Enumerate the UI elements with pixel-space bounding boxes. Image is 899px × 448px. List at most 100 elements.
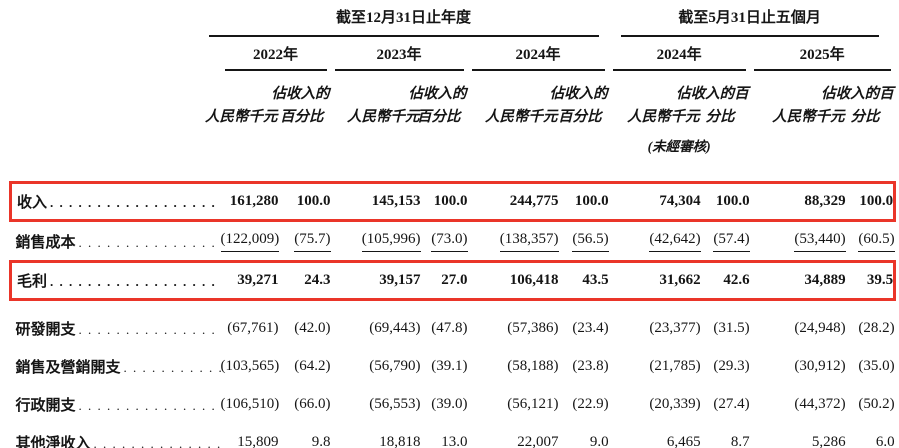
row-other-net-income: 其他淨收入. . . . . . . . . . . . . . . . . .… <box>11 423 895 448</box>
value-cell: 39.5 <box>845 260 897 301</box>
year-header-2022: 2022年 <box>224 46 327 71</box>
value-cell: 42.6 <box>700 260 750 301</box>
dot-leader: . . . . . . . . . . . . . . . . . . . . … <box>78 321 221 337</box>
value-cell: (60.5) <box>846 221 895 262</box>
year-header-2024: 2024年 <box>471 46 605 71</box>
value-cell: (31.5) <box>713 319 750 336</box>
subheader-rmb-2024-5m: 人民幣千元 <box>627 109 700 125</box>
value-cell: 18,818 <box>379 433 421 448</box>
dot-leader: . . . . . . . . . . . . . . . . . . . . … <box>78 234 221 250</box>
subheader-pct-2022: 佔收入的 百分比 <box>271 86 330 125</box>
value-cell: (39.1) <box>431 357 468 374</box>
column-group-annual: 截至12月31日止年度 <box>208 2 609 37</box>
value-cell: 13.0 <box>441 433 468 448</box>
year-header-2025-5m: 2025年 <box>753 46 891 71</box>
empty-cell <box>11 37 221 71</box>
value-cell: 6,465 <box>666 433 701 448</box>
value-cell: 100.0 <box>845 181 897 222</box>
subheader-pct-2024-5m: 佔收入的百 分比 <box>676 86 749 125</box>
value-cell: 106,418 <box>467 260 559 301</box>
value-cell: 100.0 <box>278 181 331 222</box>
empty-cell <box>11 129 609 155</box>
year-header-2024-5m: 2024年 <box>612 46 746 71</box>
dot-leader: . . . . . . . . . . . . . . . . . . . . … <box>123 359 221 375</box>
value-cell: (44,372) <box>794 395 846 412</box>
value-cell: (47.8) <box>431 319 468 336</box>
value-cell: (23.4) <box>572 319 609 336</box>
row-label: 銷售及營銷開支 <box>15 359 121 376</box>
value-cell: (20,339) <box>649 395 701 412</box>
row-gross-profit: 毛利. . . . . . . . . . . . . . . . . . . … <box>9 260 897 301</box>
value-cell: 88,329 <box>749 181 846 222</box>
value-cell: (56.5) <box>559 221 609 262</box>
value-cell: (73.0) <box>421 221 468 262</box>
value-cell: (23.8) <box>572 357 609 374</box>
year-header-row: 2022年 2023年 2024年 2024年 2025年 <box>11 37 895 71</box>
row-label: 毛利 <box>17 274 48 290</box>
subheader-rmb-2022: 人民幣千元 <box>205 109 278 125</box>
value-cell: 34,889 <box>749 260 846 301</box>
value-cell: (105,996) <box>331 221 421 262</box>
income-statement-table: 截至12月31日止年度 截至5月31日止五個月 2022年 2023年 2024… <box>9 2 897 448</box>
row-label: 行政開支 <box>15 397 76 414</box>
value-cell: (21,785) <box>649 357 701 374</box>
value-cell: (122,009) <box>220 221 280 262</box>
subheader-rmb-2023: 人民幣千元 <box>347 109 420 125</box>
value-cell: (28.2) <box>858 319 895 336</box>
value-cell: (64.2) <box>294 357 331 374</box>
row-revenue: 收入. . . . . . . . . . . . . . . . . . . … <box>9 181 897 222</box>
value-cell: 5,286 <box>811 433 846 448</box>
subheader-pct-2023: 佔收入的 百分比 <box>408 86 467 125</box>
value-cell: (29.3) <box>713 357 750 374</box>
row-cost-of-sales: 銷售成本. . . . . . . . . . . . . . . . . . … <box>11 221 895 262</box>
row-rnd-expenses: 研發開支. . . . . . . . . . . . . . . . . . … <box>11 300 895 348</box>
subheader-row: 人民幣千元 佔收入的 百分比 人民幣千元 佔收入的 百分比 人民幣千元 佔收入的… <box>11 71 895 129</box>
column-group-five-months-label: 截至5月31日止五個月 <box>620 9 879 37</box>
row-label: 銷售成本 <box>15 234 76 251</box>
dot-leader: . . . . . . . . . . . . . . . . . . . . … <box>93 435 221 448</box>
value-cell: 8.7 <box>730 433 750 448</box>
row-selling-marketing-expenses: 銷售及營銷開支. . . . . . . . . . . . . . . . .… <box>11 347 895 385</box>
dot-leader: . . . . . . . . . . . . . . . . . . . . … <box>50 274 220 289</box>
value-cell: 27.0 <box>420 260 468 301</box>
value-cell: (23,377) <box>649 319 701 336</box>
value-cell: (66.0) <box>294 395 331 412</box>
value-cell: (42.0) <box>294 319 331 336</box>
value-cell: 43.5 <box>558 260 609 301</box>
column-group-annual-label: 截至12月31日止年度 <box>208 9 599 37</box>
subheader-pct-2025-5m: 佔收入的百 分比 <box>821 86 894 125</box>
value-cell: (30,912) <box>794 357 846 374</box>
value-cell: 6.0 <box>875 433 895 448</box>
spacer-row <box>11 155 895 183</box>
subheader-rmb-2025-5m: 人民幣千元 <box>772 109 845 125</box>
value-cell: (56,553) <box>369 395 421 412</box>
unaudited-note: (未經審核) <box>647 139 711 154</box>
value-cell: 145,153 <box>330 181 421 222</box>
value-cell: (58,188) <box>507 357 559 374</box>
value-cell: (56,121) <box>507 395 559 412</box>
value-cell: 244,775 <box>467 181 559 222</box>
row-label: 收入 <box>17 195 48 211</box>
value-cell: (57,386) <box>507 319 559 336</box>
value-cell: 24.3 <box>278 260 331 301</box>
dot-leader: . . . . . . . . . . . . . . . . . . . . … <box>50 195 220 210</box>
value-cell: 100.0 <box>558 181 609 222</box>
value-cell: (27.4) <box>713 395 750 412</box>
value-cell: 15,809 <box>237 433 279 448</box>
value-cell: (24,948) <box>794 319 846 336</box>
value-cell: (69,443) <box>369 319 421 336</box>
year-header-2023: 2023年 <box>334 46 464 71</box>
value-cell: 9.8 <box>311 433 331 448</box>
value-cell: 9.0 <box>589 433 609 448</box>
empty-cell <box>11 71 221 129</box>
column-group-five-months: 截至5月31日止五個月 <box>609 2 895 37</box>
value-cell: (42,642) <box>609 221 701 262</box>
empty-cell <box>750 129 895 155</box>
value-cell: 39,157 <box>330 260 421 301</box>
subheader-rmb-2024: 人民幣千元 <box>485 109 558 125</box>
value-cell: 74,304 <box>608 181 701 222</box>
value-cell: (67,761) <box>227 319 279 336</box>
subheader-pct-2024: 佔收入的 百分比 <box>549 86 608 125</box>
value-cell: (103,565) <box>220 357 280 374</box>
